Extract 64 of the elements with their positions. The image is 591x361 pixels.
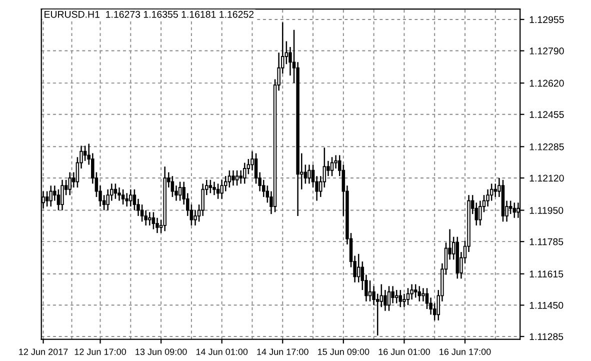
candlestick <box>83 145 87 162</box>
y-tick-label: 1.11615 <box>530 270 564 278</box>
candlestick <box>45 190 49 208</box>
candlestick <box>121 188 125 206</box>
candlestick <box>356 253 360 284</box>
candlestick <box>208 179 212 194</box>
candlestick <box>398 289 402 308</box>
candlestick <box>216 183 220 200</box>
candlestick <box>387 286 391 312</box>
x-tick-label: 12 Jun 2017 <box>19 348 68 355</box>
candlestick <box>60 179 64 211</box>
candlestick <box>380 284 384 308</box>
y-tick-label: 1.12455 <box>530 111 564 118</box>
x-tick-label: 14 Jun 17:00 <box>257 348 308 355</box>
x-tick-label: 14 Jun 01:00 <box>196 348 248 355</box>
candlestick <box>322 146 326 188</box>
candlestick <box>284 40 288 65</box>
candlestick <box>304 164 308 184</box>
candlestick <box>418 286 422 302</box>
candlestick <box>232 170 235 186</box>
y-tick-label: 1.12790 <box>530 48 564 54</box>
candlestick <box>220 179 224 200</box>
candlestick <box>235 170 239 186</box>
candlestick <box>422 287 425 302</box>
candlestick <box>228 170 232 188</box>
candlestick <box>406 287 410 306</box>
candlestick <box>152 212 156 230</box>
y-tick-label: 1.11450 <box>530 302 564 309</box>
x-tick-label: 16 Jun 01:00 <box>378 348 430 355</box>
candlestick <box>212 181 216 196</box>
candlestick <box>170 175 174 198</box>
y-tick-label: 1.11950 <box>530 206 564 214</box>
candlestick <box>118 186 121 202</box>
candlestick <box>394 289 398 304</box>
candlestick <box>129 188 132 208</box>
x-tick-label: 13 Jun 09:00 <box>136 348 187 355</box>
candlestick <box>125 192 128 208</box>
candlestick <box>308 164 311 184</box>
chart-title: EURUSD.H1 1.16273 1.16355 1.16181 1.16252 <box>44 10 254 18</box>
candlestick <box>114 183 118 200</box>
y-tick-label: 1.12285 <box>530 143 564 150</box>
y-tick-label: 1.12120 <box>530 174 564 182</box>
candlestick <box>414 284 418 298</box>
candlestick <box>494 183 498 198</box>
candlestick <box>49 184 52 208</box>
y-tick-label: 1.11785 <box>530 238 564 246</box>
x-tick-label: 16 Jun 17:00 <box>440 348 491 355</box>
candlestick <box>391 286 394 304</box>
candlestick <box>56 188 60 211</box>
candlestick <box>239 170 242 184</box>
candlestick <box>508 200 512 215</box>
candlestick <box>474 202 478 226</box>
y-tick-label: 1.12620 <box>530 80 564 87</box>
y-tick-label: 1.11285 <box>530 333 564 340</box>
y-tick-label: 1.12955 <box>530 16 564 24</box>
x-tick-label: 15 Jun 09:00 <box>318 348 370 355</box>
candlestick <box>330 156 334 177</box>
candlestick <box>512 202 516 218</box>
candlestick <box>68 172 72 196</box>
candlestick <box>243 162 246 184</box>
x-tick-label: 12 Jun 17:00 <box>74 348 126 355</box>
candlestick <box>368 280 372 302</box>
candlestick <box>178 181 182 202</box>
candlestick <box>148 212 152 226</box>
